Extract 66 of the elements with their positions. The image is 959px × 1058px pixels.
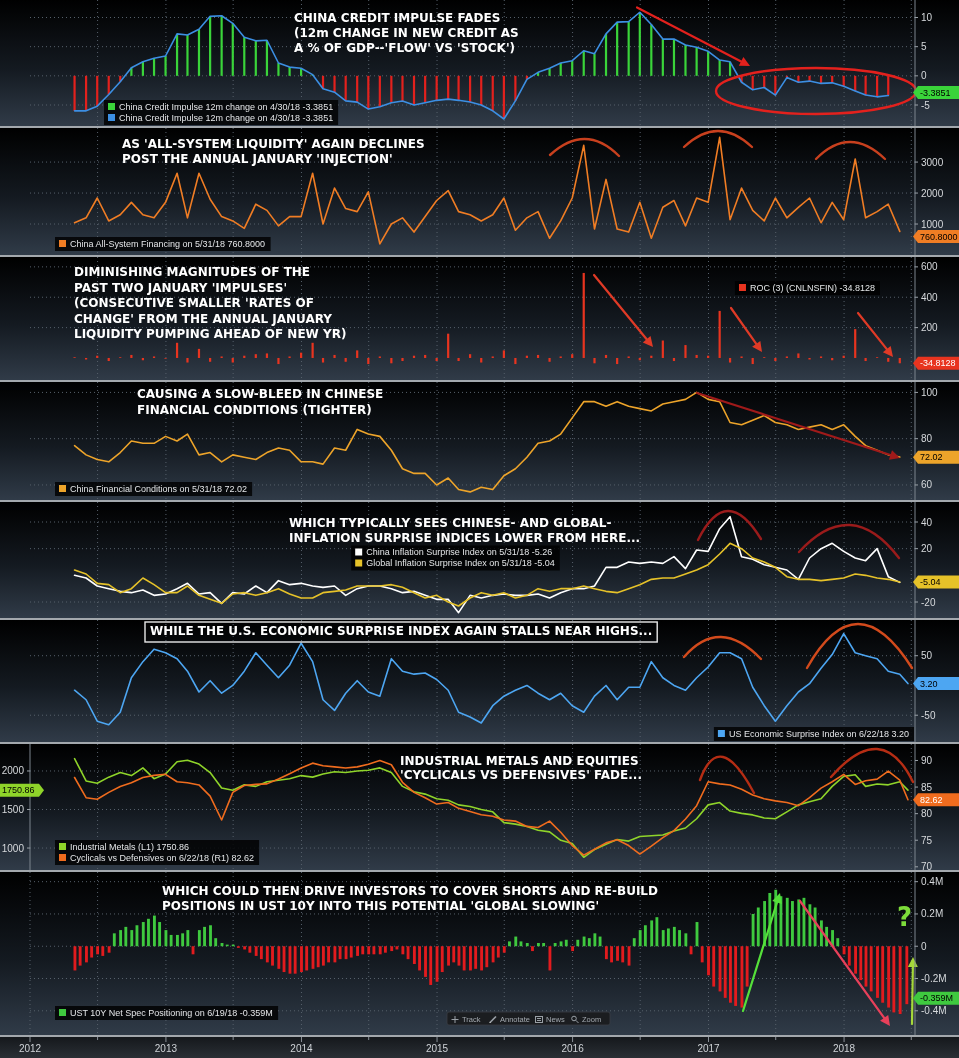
- x-tick-label: 2012: [18, 1043, 42, 1054]
- annotation: 1750.86: [2, 785, 35, 796]
- x-tick-label: 2013: [154, 1043, 178, 1054]
- text: DIMINISHING MAGNITUDES OF THE PAST TWO JANUARY 'IMPULSES' (CONSECUTIVE SMALLER 'RATES OF CHANGE' FROM THE ANNUAL JANUARY LIQUIDITY PUMPING AHEAD OF NEW YR): [74, 265, 347, 341]
- text: INDUSTRIAL METALS AND EQUITIES 'CYCLICALS VS DEFENSIVES' FADE...: [400, 754, 642, 782]
- y-tick-label: 80: [921, 433, 933, 445]
- text: 3.20: [920, 678, 938, 689]
- y-tick-label: 2000: [1, 765, 25, 777]
- text: WHICH COULD THEN DRIVE INVESTORS TO COVER SHORTS AND RE-BUILD POSITIONS IN UST 10Y INTO THIS POTENTIAL 'GLOBAL SLOWING': [162, 883, 658, 913]
- y-tick-label: 40: [921, 516, 933, 528]
- x-tick-label: 2017: [697, 1043, 721, 1054]
- y2-tick-label: 85: [921, 781, 933, 793]
- y-tick-label: 600: [921, 261, 939, 273]
- y-tick-label: 0: [921, 940, 927, 952]
- y-tick-label: 0.2M: [921, 908, 944, 920]
- y-tick-label: 10: [921, 12, 933, 23]
- y-tick-label: -0.2M: [921, 973, 947, 985]
- y-tick-label: 100: [921, 386, 939, 398]
- annotation: ?: [897, 902, 913, 932]
- legend-label: UST 10Y Net Spec Positioning on 6/19/18 -0.359M: [70, 1007, 273, 1018]
- y-tick-label: -0.4M: [921, 1005, 947, 1017]
- y-tick-label: -50: [921, 709, 936, 721]
- x-tick-label: 2018: [832, 1043, 856, 1054]
- legend-label: ROC (3) (CNLNSFIN) -34.8128: [749, 282, 875, 293]
- legend-label: China Credit Impulse 12m change on 4/30/18 -3.3851: [119, 101, 334, 112]
- text: AS 'ALL-SYSTEM LIQUIDITY' AGAIN DECLINES POST THE ANNUAL JANUARY 'INJECTION': [122, 137, 425, 166]
- y-tick-label: 20: [921, 543, 933, 555]
- x-tick-label: 2016: [561, 1043, 585, 1054]
- y-tick-label: 1500: [1, 804, 25, 815]
- y-tick-label: 5: [921, 41, 927, 53]
- text: -3.3851: [920, 87, 951, 98]
- chart-title: WHILE THE U.S. ECONOMIC SURPRISE INDEX AGAIN STALLS NEAR HIGHS...: [150, 624, 653, 638]
- legend-label: US Economic Surprise Index on 6/22/18 3.20: [728, 728, 909, 739]
- legend-label: Global Inflation Surprise Index on 5/31/18 -5.04: [366, 558, 555, 568]
- legend-label: China Inflation Surprise Index on 5/31/18 -5.26: [366, 547, 553, 557]
- text: 82.62: [920, 794, 943, 805]
- text: -0.359M: [920, 993, 954, 1004]
- y-tick-label: 0: [921, 70, 927, 82]
- y-tick-label: 60: [921, 479, 933, 491]
- y-tick-label: -5: [921, 99, 931, 111]
- y2-tick-label: 90: [921, 754, 933, 766]
- text: WHICH TYPICALLY SEES CHINESE- AND GLOBAL- INFLATION SURPRISE INDICES LOWER FROM HERE...: [289, 516, 641, 545]
- legend-label: China Credit Impulse 12m change on 4/30/18 -3.3851: [119, 112, 334, 123]
- text: CAUSING A SLOW-BLEED IN CHINESE FINANCIAL CONDITIONS (TIGHTER): [137, 387, 384, 417]
- y-tick-label: 200: [921, 322, 939, 334]
- y2-tick-label: 70: [921, 861, 933, 873]
- legend-label: China All-System Financing on 5/31/18 760.8000: [70, 238, 266, 249]
- text: 760.8000: [920, 231, 958, 242]
- y2-tick-label: 75: [921, 834, 933, 846]
- text: -34.8128: [920, 358, 956, 369]
- legend-label: Cyclicals vs Defensives on 6/22/18 (R1) 82.62: [70, 852, 255, 863]
- text: -5.04: [920, 577, 941, 588]
- legend-label: China Financial Conditions on 5/31/18 72.02: [70, 483, 248, 494]
- y-tick-label: 1000: [921, 218, 944, 230]
- text: CHINA CREDIT IMPULSE FADES (12m CHANGE IN NEW CREDIT AS A % OF GDP--'FLOW' VS 'STOCK'): [294, 11, 519, 55]
- legend-label: Industrial Metals (L1) 1750.86: [70, 841, 190, 852]
- y-tick-label: 3000: [921, 156, 944, 168]
- y-tick-label: 50: [921, 650, 933, 662]
- y-tick-label: 2000: [921, 187, 944, 199]
- x-tick-label: 2014: [290, 1043, 314, 1054]
- text: 72.02: [920, 452, 943, 463]
- x-tick-label: 2015: [425, 1043, 449, 1054]
- y-tick-label: 0.4M: [921, 876, 944, 888]
- y-tick-label: 400: [921, 291, 939, 303]
- y-tick-label: 1000: [1, 842, 25, 854]
- y-tick-label: -20: [921, 596, 936, 608]
